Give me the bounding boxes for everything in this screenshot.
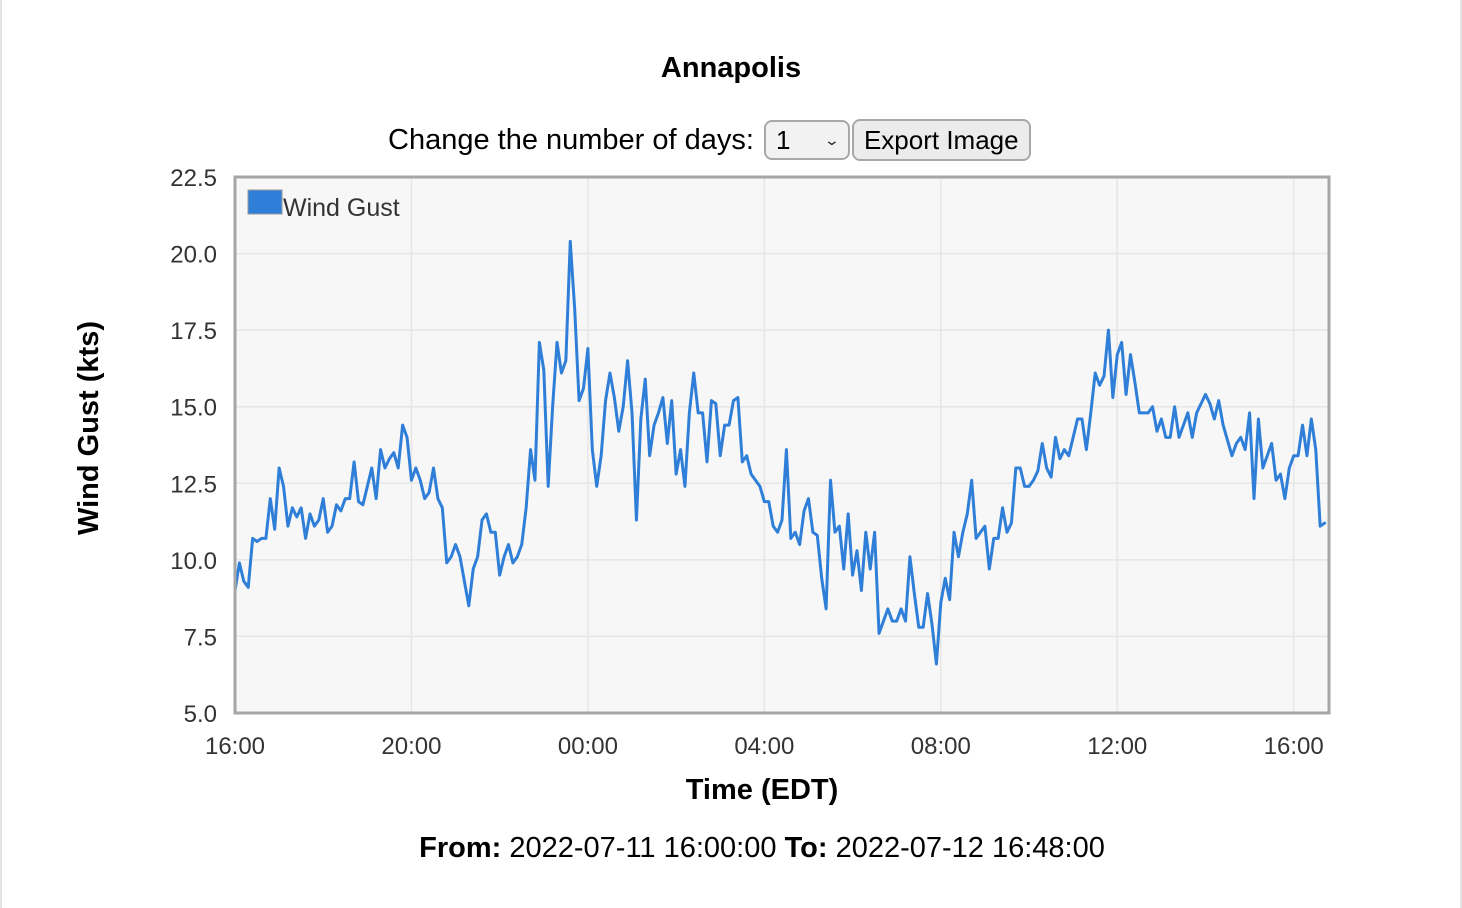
days-select-value: 1	[775, 124, 791, 155]
days-label: Change the number of days:	[388, 123, 754, 156]
to-label: To:	[784, 832, 828, 864]
x-tick-label: 00:00	[558, 733, 618, 760]
window-left-edge	[0, 0, 2, 908]
x-tick-label: 16:00	[205, 733, 265, 760]
plot-background	[235, 177, 1329, 713]
x-tick-label: 12:00	[1087, 733, 1147, 760]
plot-border	[233, 175, 1331, 715]
days-select[interactable]: 1 ⌄	[763, 120, 850, 160]
y-tick-label: 10.0	[170, 548, 217, 575]
x-axis-ticks: 16:00 20:00 00:00 04:00 08:00 12:00 16:00	[205, 733, 1324, 760]
x-axis-title: Time (EDT)	[686, 774, 839, 806]
wind-gust-series-line	[233, 239, 1327, 666]
y-tick-label: 12.5	[170, 471, 217, 498]
legend-label: Wind Gust	[283, 194, 400, 222]
y-axis-title: Wind Gust (kts)	[73, 321, 105, 535]
y-tick-label: 17.5	[170, 318, 217, 345]
x-tick-label: 16:00	[1264, 733, 1324, 760]
x-tick-label: 04:00	[734, 733, 794, 760]
y-tick-label: 5.0	[184, 701, 217, 728]
controls-bar: Change the number of days: 1 ⌄ Export Im…	[388, 119, 1031, 161]
legend: Wind Gust	[247, 189, 400, 222]
x-tick-label: 08:00	[911, 733, 971, 760]
date-range: From: 2022-07-11 16:00:00 To: 2022-07-12…	[0, 832, 1462, 865]
y-tick-label: 15.0	[170, 395, 217, 422]
page-title: Annapolis	[660, 52, 802, 84]
y-axis-ticks: 5.0 7.5 10.0 12.5 15.0 17.5 20.0 22.5	[170, 165, 217, 728]
from-label: From:	[419, 832, 502, 864]
window-right-edge	[1460, 0, 1462, 908]
to-value: 2022-07-12 16:48:00	[835, 832, 1105, 864]
x-tick-label: 20:00	[381, 733, 441, 760]
legend-swatch	[247, 189, 283, 215]
y-tick-label: 22.5	[170, 165, 217, 192]
chevron-down-icon: ⌄	[823, 131, 841, 148]
export-image-button[interactable]: Export Image	[851, 119, 1031, 161]
from-value: 2022-07-11 16:00:00	[509, 832, 777, 864]
y-tick-label: 20.0	[170, 242, 217, 269]
y-tick-label: 7.5	[184, 624, 217, 651]
